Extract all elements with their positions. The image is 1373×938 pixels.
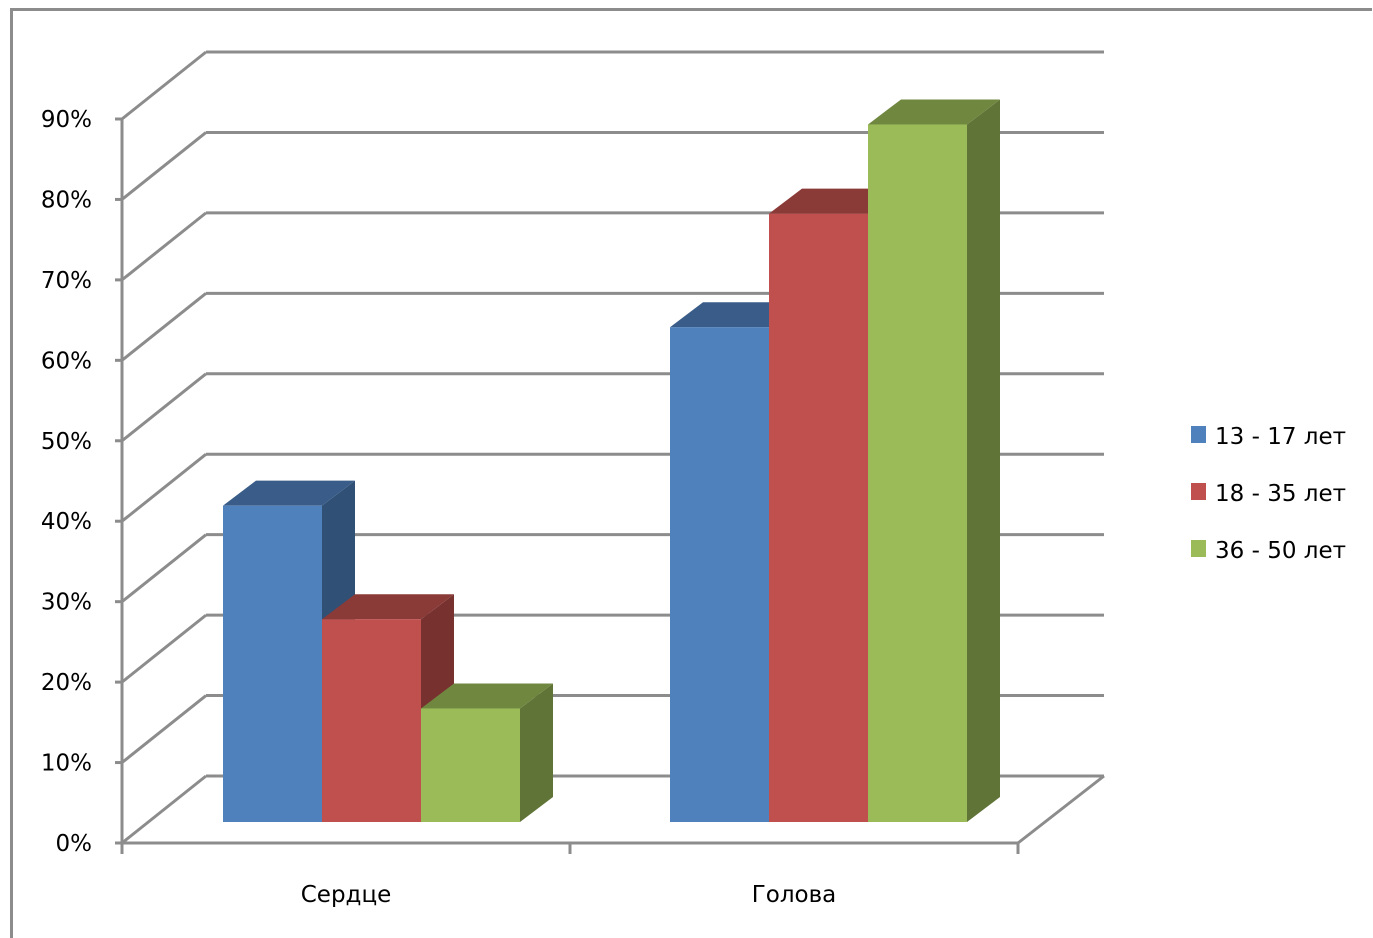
legend-swatch	[1191, 483, 1206, 500]
side-gridline	[121, 131, 207, 201]
legend-label: 13 - 17 лет	[1215, 424, 1346, 450]
bar-front	[322, 619, 421, 822]
floor-edge	[1017, 774, 1105, 845]
bar-front	[421, 708, 520, 822]
y-tick-label: 80%	[41, 187, 92, 213]
legend-item: 36 - 50 лет	[1191, 538, 1346, 564]
y-tick-labels: 0% 10% 20% 30% 40% 50% 60% 70% 80% 90%	[41, 107, 92, 857]
legend-label: 18 - 35 лет	[1215, 481, 1346, 507]
legend-swatch	[1191, 426, 1206, 443]
legend: 13 - 17 лет 18 - 35 лет 36 - 50 лет	[1191, 424, 1346, 564]
y-tick-label: 70%	[41, 268, 92, 294]
y-tick-label: 60%	[41, 348, 92, 374]
bar-front	[223, 505, 322, 822]
bar-side	[520, 683, 553, 822]
y-tick-label: 30%	[41, 590, 92, 616]
bar	[868, 99, 1000, 822]
side-gridline	[121, 453, 207, 523]
side-gridline	[121, 533, 207, 603]
legend-swatch	[1191, 540, 1206, 557]
bar-top	[421, 683, 553, 709]
legend-label: 36 - 50 лет	[1215, 538, 1346, 564]
category-label: Сердце	[301, 882, 392, 908]
y-tick-label: 10%	[41, 751, 92, 777]
y-tick-label: 0%	[56, 831, 93, 857]
y-tick-label: 50%	[41, 429, 92, 455]
axes	[115, 117, 1020, 854]
category-label: Голова	[752, 882, 837, 908]
category-labels: Сердце Голова	[301, 882, 837, 908]
legend-item: 18 - 35 лет	[1191, 481, 1346, 507]
bar-top	[868, 99, 1000, 125]
bars	[223, 99, 1000, 822]
side-gridline	[121, 292, 207, 362]
side-gridline	[121, 613, 207, 684]
side-gridline	[121, 694, 207, 764]
bar-front	[670, 327, 769, 822]
side-gridline	[121, 50, 207, 121]
y-tick-label: 90%	[41, 107, 92, 133]
chart-frame	[10, 8, 1372, 938]
bar-side	[967, 99, 1000, 822]
bar-top	[322, 594, 454, 620]
side-gridline	[121, 774, 207, 845]
bar-front	[868, 124, 967, 822]
side-gridline	[121, 211, 207, 282]
legend-item: 13 - 17 лет	[1191, 424, 1346, 450]
y-tick-label: 40%	[41, 509, 92, 535]
bar-top	[223, 480, 355, 506]
side-gridline	[121, 372, 207, 442]
bar	[421, 683, 553, 822]
y-tick-label: 20%	[41, 670, 92, 696]
bar-front	[769, 213, 868, 822]
